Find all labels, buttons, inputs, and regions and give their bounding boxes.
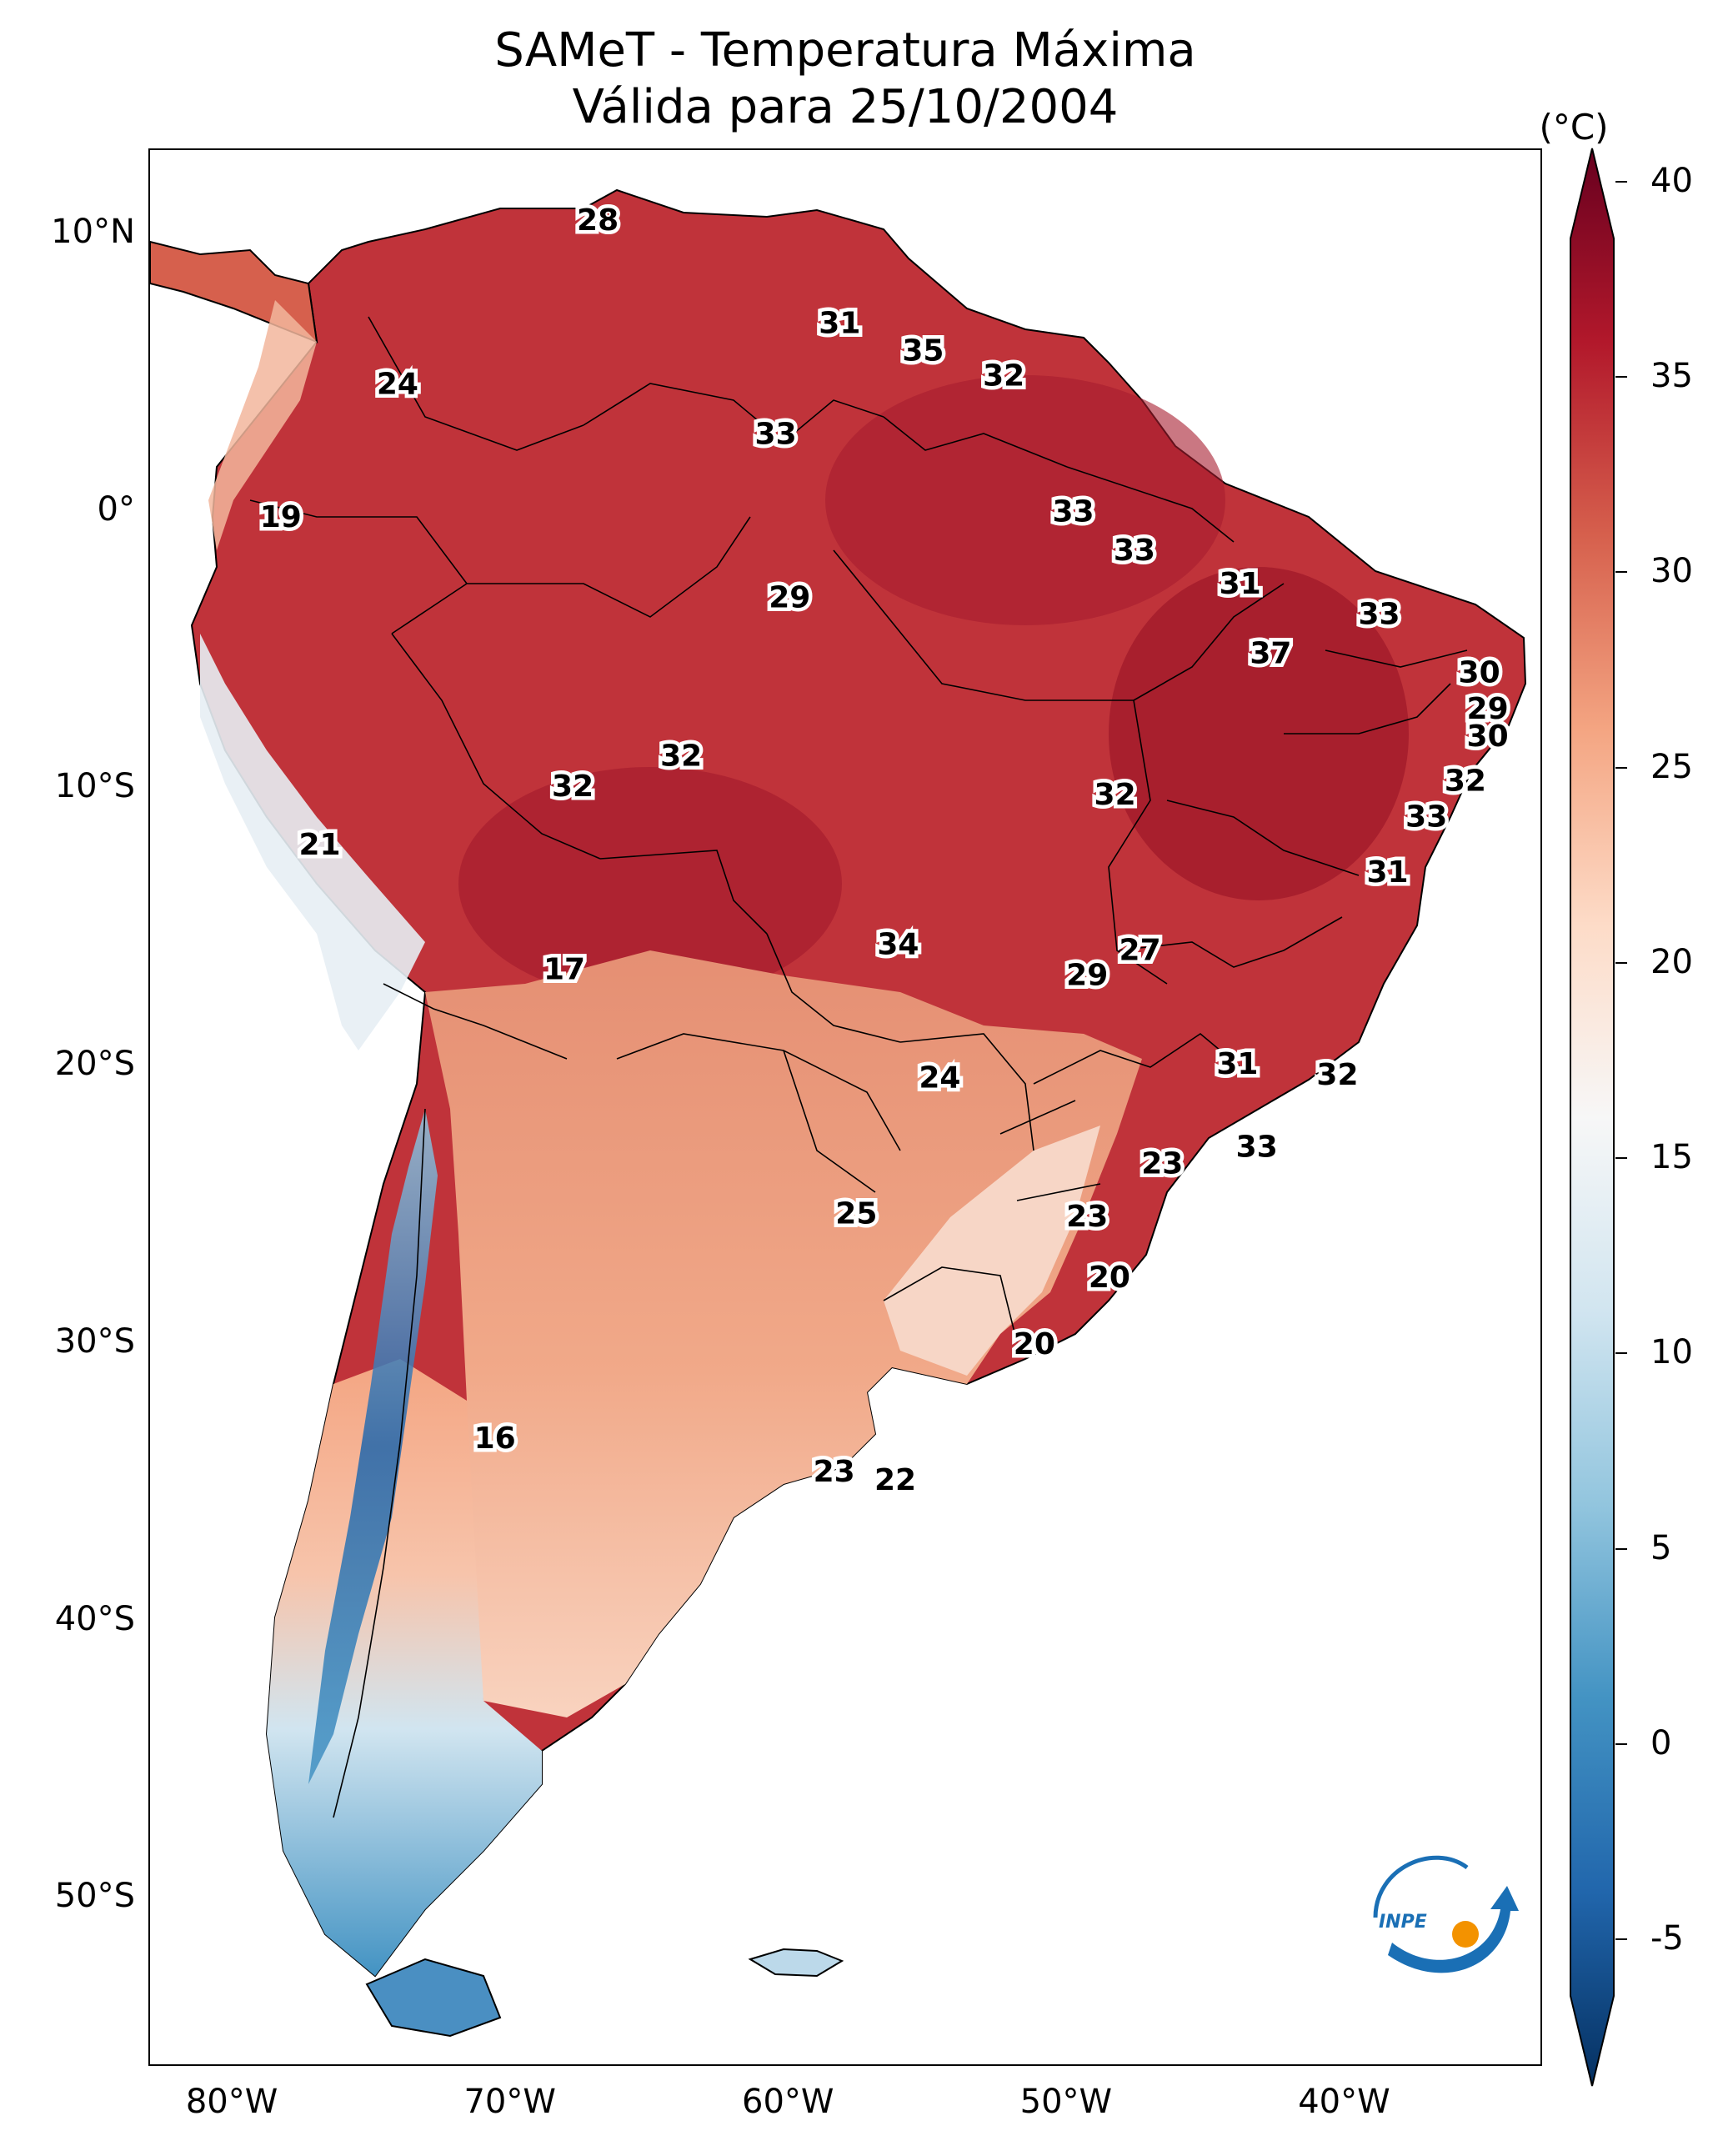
map-subtitle: Válida para 25/10/2004 — [572, 80, 1119, 134]
station-value-label: 16 — [474, 1421, 516, 1456]
longitude-tick-label: 40°W — [1298, 2083, 1390, 2121]
map-title: SAMeT - Temperatura Máxima — [494, 23, 1196, 78]
station-value-label: 33 — [1114, 534, 1155, 568]
falkland-islands — [748, 1948, 844, 1978]
station-value-label: 32 — [660, 739, 702, 773]
latitude-tick-label: 40°S — [54, 1599, 135, 1638]
latitude-tick-label: 10°N — [51, 212, 135, 251]
station-value-label: 29 — [1066, 958, 1108, 992]
station-value-label: 31 — [819, 306, 860, 340]
colorbar-tick-mark — [1615, 1157, 1627, 1160]
hot-core-para — [825, 375, 1225, 625]
colorbar — [1570, 148, 1615, 2087]
patagonia-region — [267, 1359, 542, 1976]
longitude-tick-label: 60°W — [742, 2083, 834, 2121]
colorbar-tick-mark — [1615, 571, 1627, 574]
station-value-label: 29 — [769, 581, 810, 615]
station-value-label: 33 — [1405, 800, 1447, 835]
station-value-label: 24 — [377, 368, 418, 402]
longitude-tick-label: 50°W — [1019, 2083, 1113, 2121]
inpe-logo: INPE — [1373, 1855, 1519, 1973]
station-value-label: 33 — [755, 417, 797, 451]
station-value-label: 35 — [902, 334, 944, 369]
station-value-label: 23 — [1066, 1200, 1108, 1234]
hot-core-amazon — [458, 767, 842, 1000]
colorbar-tick-mark — [1615, 1352, 1627, 1355]
longitude-tick-label: 70°W — [463, 2083, 556, 2121]
station-value-label: 25 — [835, 1196, 877, 1231]
tierra-del-fuego — [365, 1958, 502, 2038]
colorbar-tick-label: 20 — [1650, 942, 1693, 981]
station-value-label: 33 — [1052, 495, 1094, 529]
longitude-tick-label: 80°W — [185, 2083, 278, 2121]
colorbar-tick-label: 10 — [1650, 1333, 1693, 1372]
colorbar-tick-label: 25 — [1650, 747, 1693, 786]
station-value-label: 32 — [552, 770, 594, 804]
station-value-label: 21 — [298, 828, 340, 862]
colorbar-tick-mark — [1615, 766, 1627, 769]
station-value-label: 23 — [814, 1455, 855, 1489]
pampa-region — [425, 950, 1142, 1717]
station-value-label: 31 — [1216, 1047, 1258, 1081]
inpe-logo-dot — [1452, 1921, 1479, 1948]
station-value-label: 33 — [1236, 1131, 1278, 1165]
colombian-andes-cool — [208, 300, 317, 550]
colorbar-tick-mark — [1615, 376, 1627, 379]
colorbar-tick-mark — [1615, 961, 1627, 964]
colorbar-tick-label: 0 — [1650, 1723, 1672, 1762]
colorbar-tick-label: 5 — [1650, 1528, 1672, 1567]
colorbar-tick-label: -5 — [1650, 1919, 1684, 1958]
station-value-label: 17 — [543, 953, 585, 987]
colorbar-tick-mark — [1615, 1547, 1627, 1550]
station-value-label: 29 — [1467, 692, 1509, 726]
station-value-label: 30 — [1459, 656, 1500, 690]
colorbar-tick-mark — [1615, 1742, 1627, 1745]
country-borders — [249, 316, 1468, 1818]
station-value-label: 32 — [983, 359, 1024, 394]
colorbar-tick-label: 15 — [1650, 1138, 1693, 1177]
station-value-label: 20 — [1089, 1261, 1130, 1295]
station-value-label: 27 — [1119, 933, 1161, 967]
colorbar-tick-mark — [1615, 1938, 1627, 1940]
inpe-logo-text: INPE — [1379, 1912, 1427, 1933]
station-value-label: 23 — [1141, 1147, 1183, 1181]
station-value-label: 34 — [877, 928, 919, 962]
station-value-label: 33 — [1358, 598, 1400, 632]
latitude-tick-label: 20°S — [54, 1045, 135, 1084]
station-value-label: 32 — [1316, 1058, 1358, 1092]
colorbar-tick-label: 40 — [1650, 162, 1693, 200]
southern-brazil-cool — [884, 1126, 1100, 1376]
station-value-label: 31 — [1220, 567, 1261, 601]
latitude-tick-label: 10°S — [54, 767, 135, 806]
station-value-label: 20 — [1014, 1327, 1055, 1361]
station-value-label: 22 — [874, 1463, 916, 1497]
colorbar-unit: (°C) — [1539, 107, 1609, 148]
hot-core-northeast — [1109, 567, 1409, 900]
colorbar-tick-mark — [1615, 181, 1627, 183]
andes-cold-strip — [308, 1109, 438, 1784]
map-frame: 28 24 19 31 35 32 33 33 33 29 31 33 37 30 29 30 32 33 31 32… — [148, 148, 1542, 2066]
station-value-label: 37 — [1250, 636, 1291, 670]
station-value-label: 32 — [1094, 778, 1136, 812]
colorbar-tick-label: 35 — [1650, 357, 1693, 396]
latitude-tick-label: 50°S — [54, 1877, 135, 1916]
colorbar-tick-label: 30 — [1650, 552, 1693, 591]
station-value-label: 31 — [1366, 855, 1408, 890]
latitude-tick-label: 30°S — [54, 1321, 135, 1361]
colorbar-gradient — [1570, 148, 1615, 2087]
station-value-label: 24 — [919, 1060, 960, 1095]
pacific-coast-cool — [200, 634, 425, 1050]
station-value-label: 19 — [260, 500, 302, 534]
latitude-tick-label: 0° — [97, 489, 135, 529]
station-value-label: 32 — [1445, 764, 1486, 798]
station-value-label: 30 — [1467, 720, 1509, 754]
station-value-label: 28 — [577, 203, 619, 238]
